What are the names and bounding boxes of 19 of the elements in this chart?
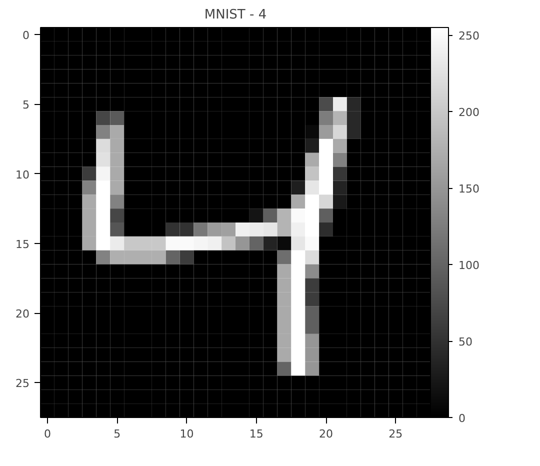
x-tick-label: 10: [180, 428, 194, 440]
y-tick-label: 20: [16, 308, 30, 321]
color-bar-label: 150: [458, 182, 480, 196]
color-bar-label: 250: [458, 30, 480, 43]
y-tick-label: 15: [16, 238, 30, 251]
x-tick-label: 5: [114, 428, 121, 440]
color-bar-label: 50: [458, 336, 472, 349]
chart-title: MNIST - 4: [204, 8, 267, 22]
color-bar-label: 200: [458, 106, 480, 120]
x-tick-label: 0: [44, 428, 51, 440]
y-tick-label: 10: [16, 168, 30, 182]
y-tick-label: 25: [16, 377, 30, 390]
x-tick-label: 15: [249, 428, 264, 440]
x-tick-label: 25: [388, 428, 403, 440]
color-bar-label: 100: [458, 259, 480, 272]
y-tick-label: 5: [22, 98, 30, 112]
y-tick-label: 0: [22, 28, 30, 42]
color-bar-label: 0: [458, 412, 466, 425]
x-tick-label: 20: [319, 428, 334, 440]
